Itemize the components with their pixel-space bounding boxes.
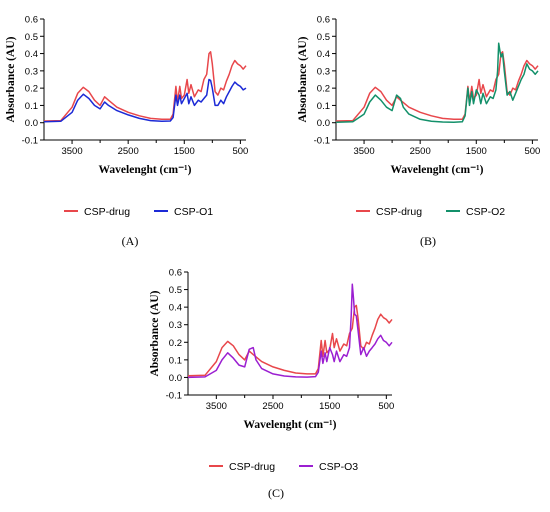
x-tick-label: 3500 — [353, 146, 374, 157]
x-axis-label: Wavelenght (cm⁻¹) — [391, 164, 484, 176]
x-tick-label: 1500 — [466, 146, 487, 157]
x-tick-label: 500 — [524, 146, 540, 157]
y-tick-label: -0.1 — [166, 391, 182, 402]
y-tick-label: 0.5 — [169, 285, 182, 296]
x-tick-label: 3500 — [61, 146, 82, 157]
y-tick-label: -0.1 — [22, 136, 38, 147]
y-tick-label: 0.1 — [25, 101, 38, 112]
x-tick-label: 2500 — [118, 146, 139, 157]
chart-panel-2: -0.1 0.0 0.1 0.2 0.3 0.4 0.5 0.6 3500 2500 1500 500… — [297, 15, 540, 249]
legend-label: CSP-O1 — [174, 206, 213, 218]
x-tick-label: 3500 — [206, 401, 227, 412]
y-axis-label: Absorbance (AU) — [297, 36, 309, 122]
y-tick-label: 0.2 — [169, 338, 182, 349]
x-axis-label: Wavelenght (cm⁻¹) — [99, 164, 192, 176]
series-line-csp-drug — [335, 51, 539, 122]
y-tick-label: 0.5 — [25, 32, 38, 43]
chart-panel-1: -0.1 0.0 0.1 0.2 0.3 0.4 0.5 0.6 3500 2500 1500 500… — [5, 15, 248, 249]
series-line-csp-drug — [187, 304, 393, 377]
y-tick-label: 0.3 — [25, 66, 38, 77]
legend-label: CSP-drug — [84, 206, 130, 218]
y-tick-label: 0.6 — [169, 268, 182, 279]
x-tick-label: 500 — [232, 146, 248, 157]
panel-label: (B) — [420, 234, 436, 248]
y-tick-label: 0.6 — [317, 15, 330, 26]
series-line-csp-o1 — [43, 78, 247, 123]
y-tick-label: 0.4 — [317, 49, 330, 60]
y-tick-label: 0.5 — [317, 32, 330, 43]
y-tick-label: 0.0 — [317, 118, 330, 129]
y-tick-label: 0.4 — [169, 303, 182, 314]
y-tick-label: 0.1 — [169, 355, 182, 366]
y-axis-label: Absorbance (AU) — [149, 290, 161, 376]
y-tick-label: 0.3 — [317, 66, 330, 77]
x-tick-label: 1500 — [174, 146, 195, 157]
legend-label: CSP-drug — [376, 206, 422, 218]
series-line-csp-o2 — [335, 42, 539, 123]
chart-panel-3: -0.1 0.0 0.1 0.2 0.3 0.4 0.5 0.6 3500 2500 1500 500… — [149, 268, 394, 501]
legend-label: CSP-drug — [229, 461, 275, 473]
legend-label: CSP-O2 — [466, 206, 505, 218]
y-tick-label: 0.3 — [169, 320, 182, 331]
panel-label: (A) — [122, 234, 139, 248]
y-tick-label: 0.1 — [317, 101, 330, 112]
x-tick-label: 2500 — [410, 146, 431, 157]
series-line-csp-o3 — [187, 283, 393, 379]
x-axis-label: Wavelenght (cm⁻¹) — [244, 419, 337, 431]
x-tick-label: 2500 — [262, 401, 283, 412]
panel-label: (C) — [268, 486, 284, 500]
y-tick-label: 0.0 — [25, 118, 38, 129]
y-tick-label: 0.2 — [317, 84, 330, 95]
series-line-csp-drug — [43, 51, 247, 122]
y-tick-label: -0.1 — [314, 136, 330, 147]
y-tick-label: 0.4 — [25, 49, 38, 60]
y-tick-label: 0.6 — [25, 15, 38, 26]
x-tick-label: 500 — [378, 401, 394, 412]
y-tick-label: 0.0 — [169, 373, 182, 384]
legend-label: CSP-O3 — [319, 461, 358, 473]
y-axis-label: Absorbance (AU) — [5, 36, 17, 122]
y-tick-label: 0.2 — [25, 84, 38, 95]
x-tick-label: 1500 — [319, 401, 340, 412]
